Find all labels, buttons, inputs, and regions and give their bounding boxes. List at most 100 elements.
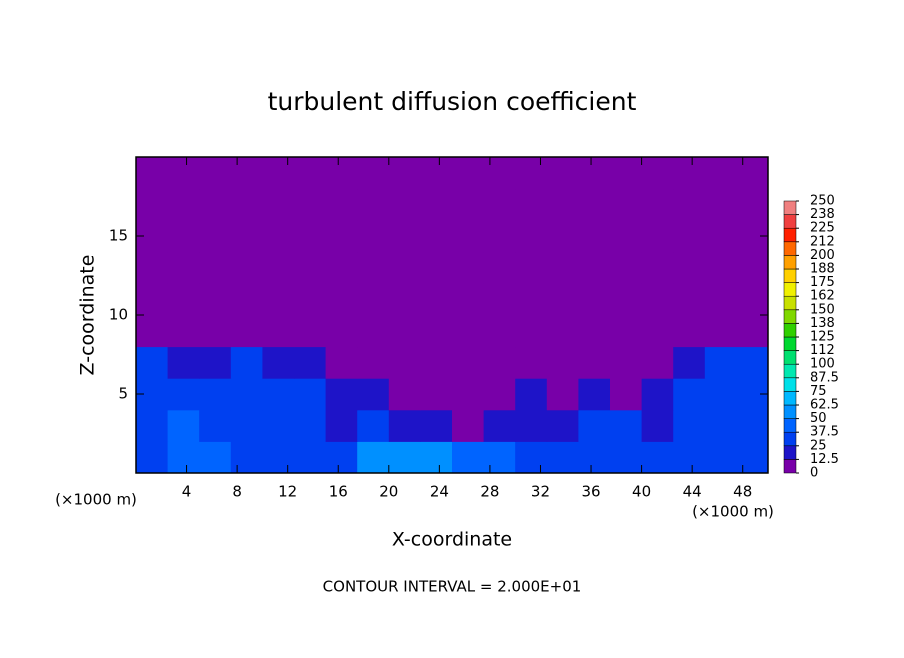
field-cell <box>167 188 200 221</box>
field-cell <box>546 220 579 253</box>
field-cell <box>483 157 516 190</box>
field-cell <box>673 157 706 190</box>
field-cell <box>546 283 579 316</box>
colorbar-label: 125 <box>810 330 835 345</box>
field-cell <box>136 409 169 442</box>
colorbar-segment <box>783 431 797 447</box>
field-cell <box>610 157 643 190</box>
field-cell <box>641 378 674 411</box>
field-cell <box>515 283 548 316</box>
field-cell <box>388 188 421 221</box>
field-cell <box>673 315 706 348</box>
field-cell <box>546 378 579 411</box>
field-cell <box>610 346 643 379</box>
field-cell <box>515 346 548 379</box>
field-cell <box>199 251 232 284</box>
field-cell <box>736 315 769 348</box>
field-cell <box>388 409 421 442</box>
field-cell <box>388 283 421 316</box>
colorbar-label: 37.5 <box>810 425 839 440</box>
field-cell <box>452 220 485 253</box>
colorbar-segment <box>783 255 797 270</box>
field-cell <box>641 188 674 221</box>
field-cell <box>641 441 674 474</box>
x-tick-label: 8 <box>232 483 242 501</box>
field-cell <box>294 441 327 474</box>
field-cell <box>420 220 453 253</box>
colorbar-label: 225 <box>810 221 835 236</box>
field-cell <box>420 409 453 442</box>
field-cell <box>167 378 200 411</box>
colorbar-segment <box>783 268 797 283</box>
field-cell <box>546 409 579 442</box>
field-cell <box>136 346 169 379</box>
colorbar-segment <box>783 418 797 433</box>
colorbar-label: 25 <box>810 438 827 453</box>
field-cell <box>230 315 263 348</box>
field-cell <box>420 378 453 411</box>
field-cell <box>736 409 769 442</box>
field-cell <box>736 251 769 284</box>
field-cell <box>641 409 674 442</box>
field-cell <box>262 188 295 221</box>
x-tick-label: 20 <box>379 483 398 501</box>
field-cell <box>673 283 706 316</box>
field-cell <box>546 315 579 348</box>
field-cell <box>736 283 769 316</box>
field-cell <box>325 283 358 316</box>
colorbar-label: 150 <box>810 302 835 317</box>
field-cell <box>736 157 769 190</box>
field-cell <box>357 157 390 190</box>
field-cell <box>610 409 643 442</box>
field-cell <box>578 409 611 442</box>
field-cell <box>294 378 327 411</box>
field-cell <box>515 315 548 348</box>
field-cell <box>325 409 358 442</box>
y-axis-label: Z-coordinate <box>77 255 99 376</box>
field-cell <box>325 188 358 221</box>
field-cell <box>641 315 674 348</box>
field-cell <box>357 220 390 253</box>
field-cell <box>357 188 390 221</box>
field-cell <box>452 346 485 379</box>
field-cell <box>610 188 643 221</box>
field-cell <box>452 315 485 348</box>
colorbar-label: 50 <box>810 411 827 426</box>
colorbar-label: 62.5 <box>810 398 839 413</box>
field-cell <box>167 409 200 442</box>
field-cell <box>388 220 421 253</box>
field-cell <box>578 441 611 474</box>
field-cell <box>325 441 358 474</box>
field-cell <box>420 188 453 221</box>
field-cell <box>420 157 453 190</box>
field-cell <box>388 315 421 348</box>
colorbar-segment <box>783 391 797 406</box>
field-cell <box>262 251 295 284</box>
field-cell <box>452 441 485 474</box>
field-cell <box>262 441 295 474</box>
field-cell <box>357 251 390 284</box>
field-cell <box>325 157 358 190</box>
field-cell <box>704 346 737 379</box>
field-cell <box>704 409 737 442</box>
field-cell <box>357 378 390 411</box>
field-cell <box>578 346 611 379</box>
x-axis-label: X-coordinate <box>392 529 512 551</box>
field-cell <box>199 283 232 316</box>
chart-title: turbulent diffusion coefficient <box>268 87 637 116</box>
field-cell <box>673 346 706 379</box>
colorbar-segment <box>783 459 797 474</box>
field-cell <box>546 251 579 284</box>
field-cell <box>388 441 421 474</box>
field-cell <box>452 409 485 442</box>
field-cell <box>294 220 327 253</box>
field-cell <box>704 220 737 253</box>
field-cell <box>704 315 737 348</box>
field-cell <box>420 251 453 284</box>
field-cell <box>262 378 295 411</box>
field-cell <box>136 188 169 221</box>
field-cell <box>641 283 674 316</box>
field-cell <box>452 188 485 221</box>
x-tick-label: 12 <box>278 483 297 501</box>
